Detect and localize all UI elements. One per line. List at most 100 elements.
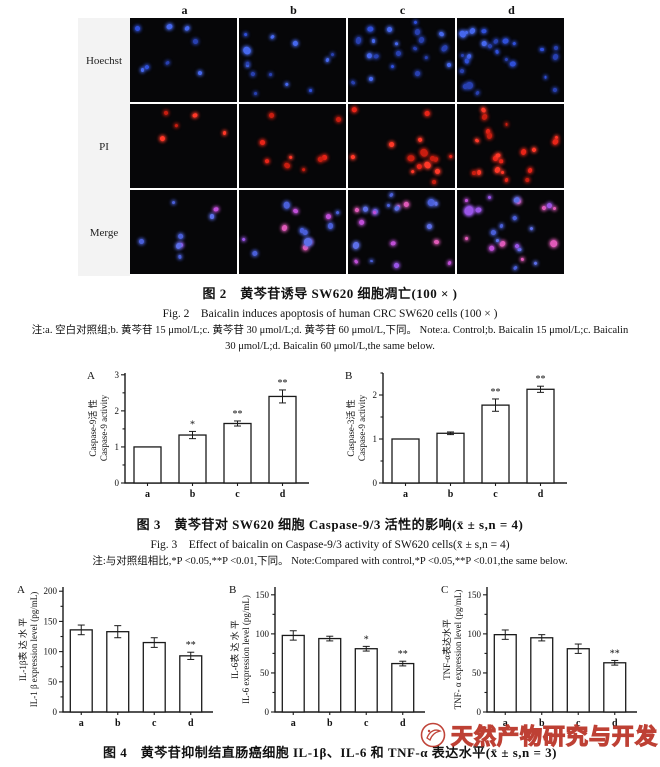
cell-dot (282, 201, 290, 209)
svg-text:b: b (190, 489, 196, 500)
cell-dot (393, 262, 401, 269)
svg-text:b: b (448, 489, 454, 500)
cell-dot (292, 208, 299, 215)
column-label-b: b (290, 3, 297, 17)
microscopy-row-labels: Hoechst PI Merge (78, 18, 130, 276)
svg-text:Caspase-9 activity: Caspase-9 activity (357, 394, 367, 461)
row-label-pi: PI (99, 141, 109, 153)
micro-panel-hoechst-a (130, 18, 237, 102)
cell-dot (464, 58, 470, 65)
svg-text:**: ** (536, 374, 546, 385)
svg-text:A: A (17, 584, 25, 596)
cell-dot (416, 137, 423, 144)
cell-dot (490, 229, 497, 236)
cell-dot (410, 169, 415, 174)
cell-dot (350, 80, 356, 86)
micro-panel-merge-d (457, 190, 564, 274)
micro-panel-pi-a (130, 104, 237, 188)
fig2-caption-zh: 图 2 黄芩苷诱导 SW620 细胞凋亡(100 × ) (202, 286, 458, 301)
cell-dot (355, 36, 363, 45)
cell-dot (433, 168, 441, 176)
svg-text:*: * (190, 419, 195, 430)
cell-dot (177, 254, 182, 259)
cell-dot (433, 155, 439, 162)
svg-text:0: 0 (53, 707, 58, 717)
cell-dot (481, 41, 487, 47)
svg-text:B: B (345, 370, 352, 382)
cell-dot (487, 43, 493, 50)
svg-text:0: 0 (477, 707, 482, 717)
cell-dot (447, 154, 453, 160)
cell-dot (416, 163, 423, 170)
cell-dot (446, 62, 452, 68)
cell-dot (253, 92, 258, 97)
cell-dot (553, 46, 559, 51)
cell-dot (365, 52, 373, 59)
svg-text:0: 0 (265, 707, 270, 717)
il1b-expression-chart: 0 50 100 150 200 a b c ** d IL-1β表 达 水 平 IL-1 β exp… (17, 584, 213, 729)
cell-dot (539, 48, 544, 52)
cell-dot (351, 106, 358, 113)
svg-text:0: 0 (115, 478, 120, 488)
caspase3-activity-chart: 0 1 2 a b ** c ** d Caspase-3活 性 Caspase-9 activit… (345, 370, 567, 500)
cell-dot (240, 237, 246, 243)
svg-text:TNF- α expression level (pg/mL: TNF- α expression level (pg/mL) (453, 590, 463, 710)
cell-dot (502, 38, 510, 45)
cell-dot (551, 138, 560, 146)
cell-dot (367, 26, 374, 32)
cell-dot (481, 113, 489, 122)
svg-text:c: c (364, 718, 369, 729)
cell-dot (292, 39, 299, 47)
cell-dot (251, 251, 258, 258)
svg-text:1: 1 (115, 441, 120, 451)
micro-panel-hoechst-d (457, 18, 564, 102)
micro-panel-hoechst-b (239, 18, 346, 102)
cell-dot (425, 55, 429, 59)
svg-text:a: a (291, 718, 296, 729)
cell-dot (524, 177, 529, 183)
cell-dot (447, 260, 452, 265)
svg-text:**: ** (491, 386, 501, 397)
cell-dot (390, 64, 395, 69)
cell-dot (357, 218, 366, 227)
cell-dot (183, 25, 191, 33)
cell-dot (143, 63, 150, 70)
cell-dot (475, 90, 481, 96)
cell-dot (163, 110, 169, 117)
svg-text:a: a (503, 718, 508, 729)
cell-dot (488, 245, 495, 252)
cell-dot (325, 57, 330, 63)
cell-dot (158, 135, 166, 143)
microscopy-figure: a b c d Hoechst PI Merge (78, 0, 660, 276)
cell-dot (325, 213, 332, 219)
cell-dot (171, 201, 176, 206)
cell-dot (134, 25, 141, 32)
cell-dot (468, 26, 477, 35)
cell-dot (422, 160, 432, 170)
svg-text:c: c (493, 489, 498, 500)
cell-dot (414, 28, 421, 36)
cell-dot (371, 38, 375, 43)
cell-dot (495, 152, 502, 158)
micro-panel-pi-d (457, 104, 564, 188)
cell-dot (459, 68, 464, 74)
row-label-merge: Merge (89, 227, 119, 239)
svg-text:c: c (152, 718, 157, 729)
cell-dot (552, 87, 558, 93)
il6-expression-chart: 0 50 100 150 a b * c ** d IL-6表 达 水 平 IL-6 expressi… (229, 584, 425, 729)
svg-text:TNF-α表达水平: TNF-α表达水平 (441, 619, 452, 680)
fig2-note-line2: 30 μmol/L;d. Baicalin 60 μmol/L,the same… (225, 340, 435, 352)
microscopy-panels (130, 18, 564, 276)
svg-text:Caspase-9 activity: Caspase-9 activity (99, 394, 109, 461)
cell-dot (481, 28, 487, 34)
cell-dot (353, 258, 359, 264)
cell-dot (533, 261, 538, 266)
cell-dot (531, 147, 538, 154)
column-label-a: a (181, 3, 188, 17)
cell-dot (494, 49, 499, 54)
fig4-caption-zh: 图 4 黄芩苷抑制结直肠癌细胞 IL-1β、IL-6 和 TNF-α 表达水平(… (102, 745, 558, 761)
cell-dot (268, 112, 275, 120)
cell-dot (335, 210, 340, 215)
svg-text:d: d (538, 489, 544, 500)
